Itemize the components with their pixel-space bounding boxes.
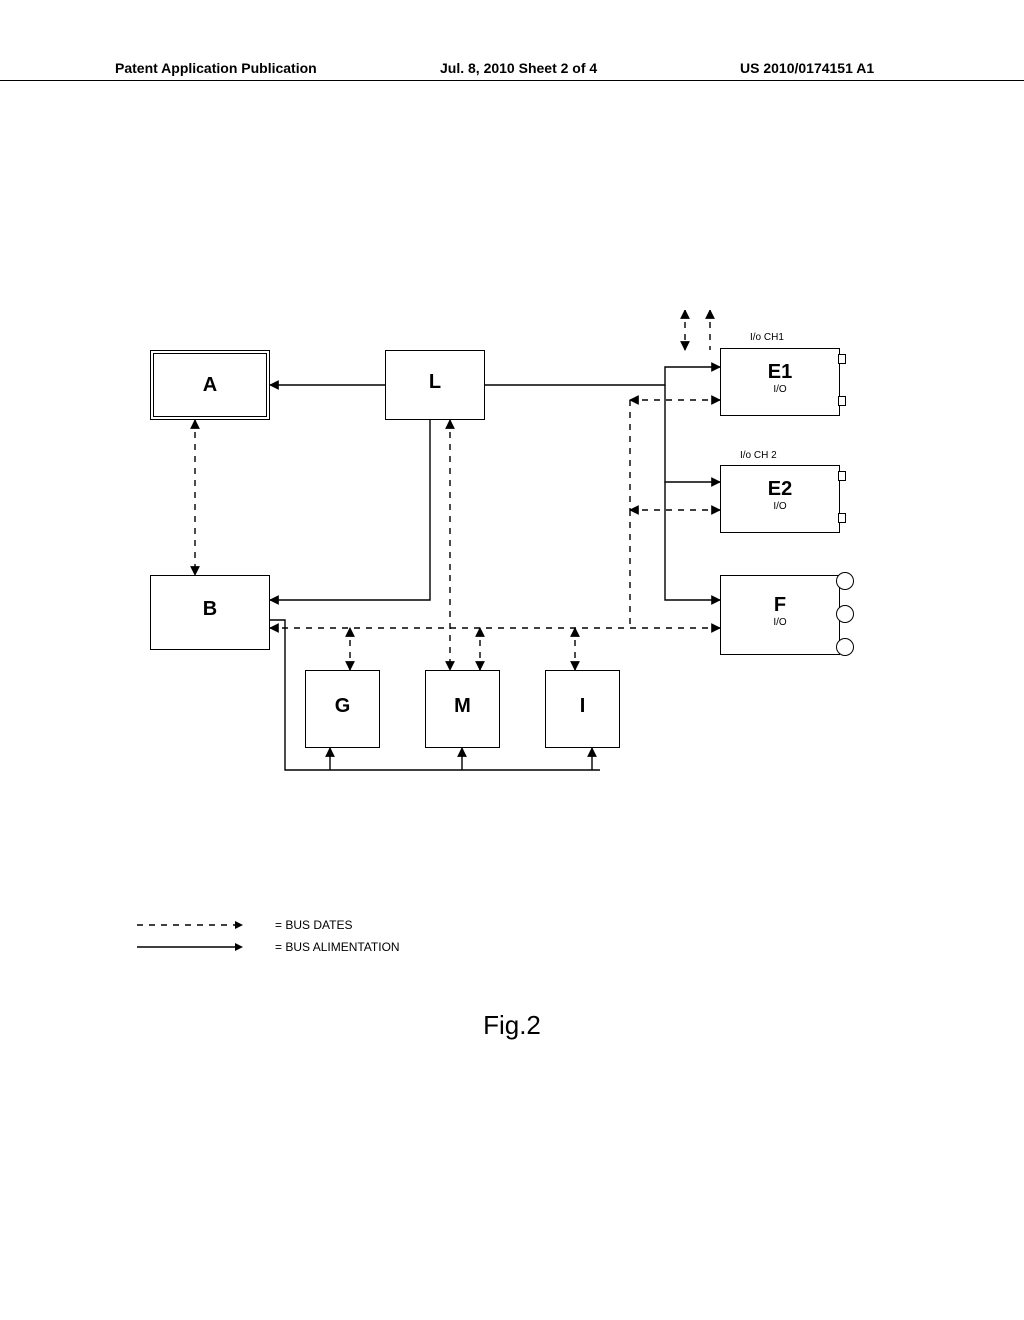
block-e2-sub: I/O	[721, 501, 839, 512]
block-f-sub: I/O	[721, 617, 839, 628]
e2-port-2	[838, 513, 846, 523]
e1-port-1	[838, 354, 846, 364]
e1-top-label: I/o CH1	[750, 332, 784, 343]
legend-row-alim: = BUS ALIMENTATION	[135, 940, 400, 954]
block-e1: E1 I/O	[720, 348, 840, 416]
block-m-label: M	[426, 695, 499, 718]
block-l-label: L	[386, 371, 484, 394]
f-ring-3	[836, 638, 854, 656]
block-g-label: G	[306, 695, 379, 718]
block-b: B	[150, 575, 270, 650]
legend-dates-text: = BUS DATES	[275, 918, 352, 932]
block-e2-label: E2	[721, 478, 839, 501]
block-f: F I/O	[720, 575, 840, 655]
block-i: I	[545, 670, 620, 748]
block-e2: E2 I/O	[720, 465, 840, 533]
figure-caption: Fig.2	[0, 1010, 1024, 1041]
legend-dashed-arrow-icon	[135, 919, 245, 931]
header-center: Jul. 8, 2010 Sheet 2 of 4	[440, 60, 597, 76]
block-a: A	[150, 350, 270, 420]
block-e1-sub: I/O	[721, 384, 839, 395]
block-f-label: F	[721, 594, 839, 617]
block-a-label: A	[154, 374, 266, 397]
legend-row-dates: = BUS DATES	[135, 918, 400, 932]
block-m: M	[425, 670, 500, 748]
e1-port-2	[838, 396, 846, 406]
block-e1-label: E1	[721, 361, 839, 384]
block-i-label: I	[546, 695, 619, 718]
block-l: L	[385, 350, 485, 420]
block-g: G	[305, 670, 380, 748]
e2-top-label: I/o CH 2	[740, 450, 777, 461]
f-ring-2	[836, 605, 854, 623]
header-left: Patent Application Publication	[115, 60, 317, 76]
f-ring-1	[836, 572, 854, 590]
e2-port-1	[838, 471, 846, 481]
legend-solid-arrow-icon	[135, 941, 245, 953]
legend-alim-text: = BUS ALIMENTATION	[275, 940, 400, 954]
legend: = BUS DATES = BUS ALIMENTATION	[135, 910, 400, 962]
header-right: US 2010/0174151 A1	[740, 60, 874, 76]
block-b-label: B	[151, 598, 269, 621]
block-diagram: A L B G M I I/o CH1 E1 I/O I/o CH 2 E2 I…	[130, 310, 890, 870]
page-header: Patent Application Publication Jul. 8, 2…	[0, 80, 1024, 81]
